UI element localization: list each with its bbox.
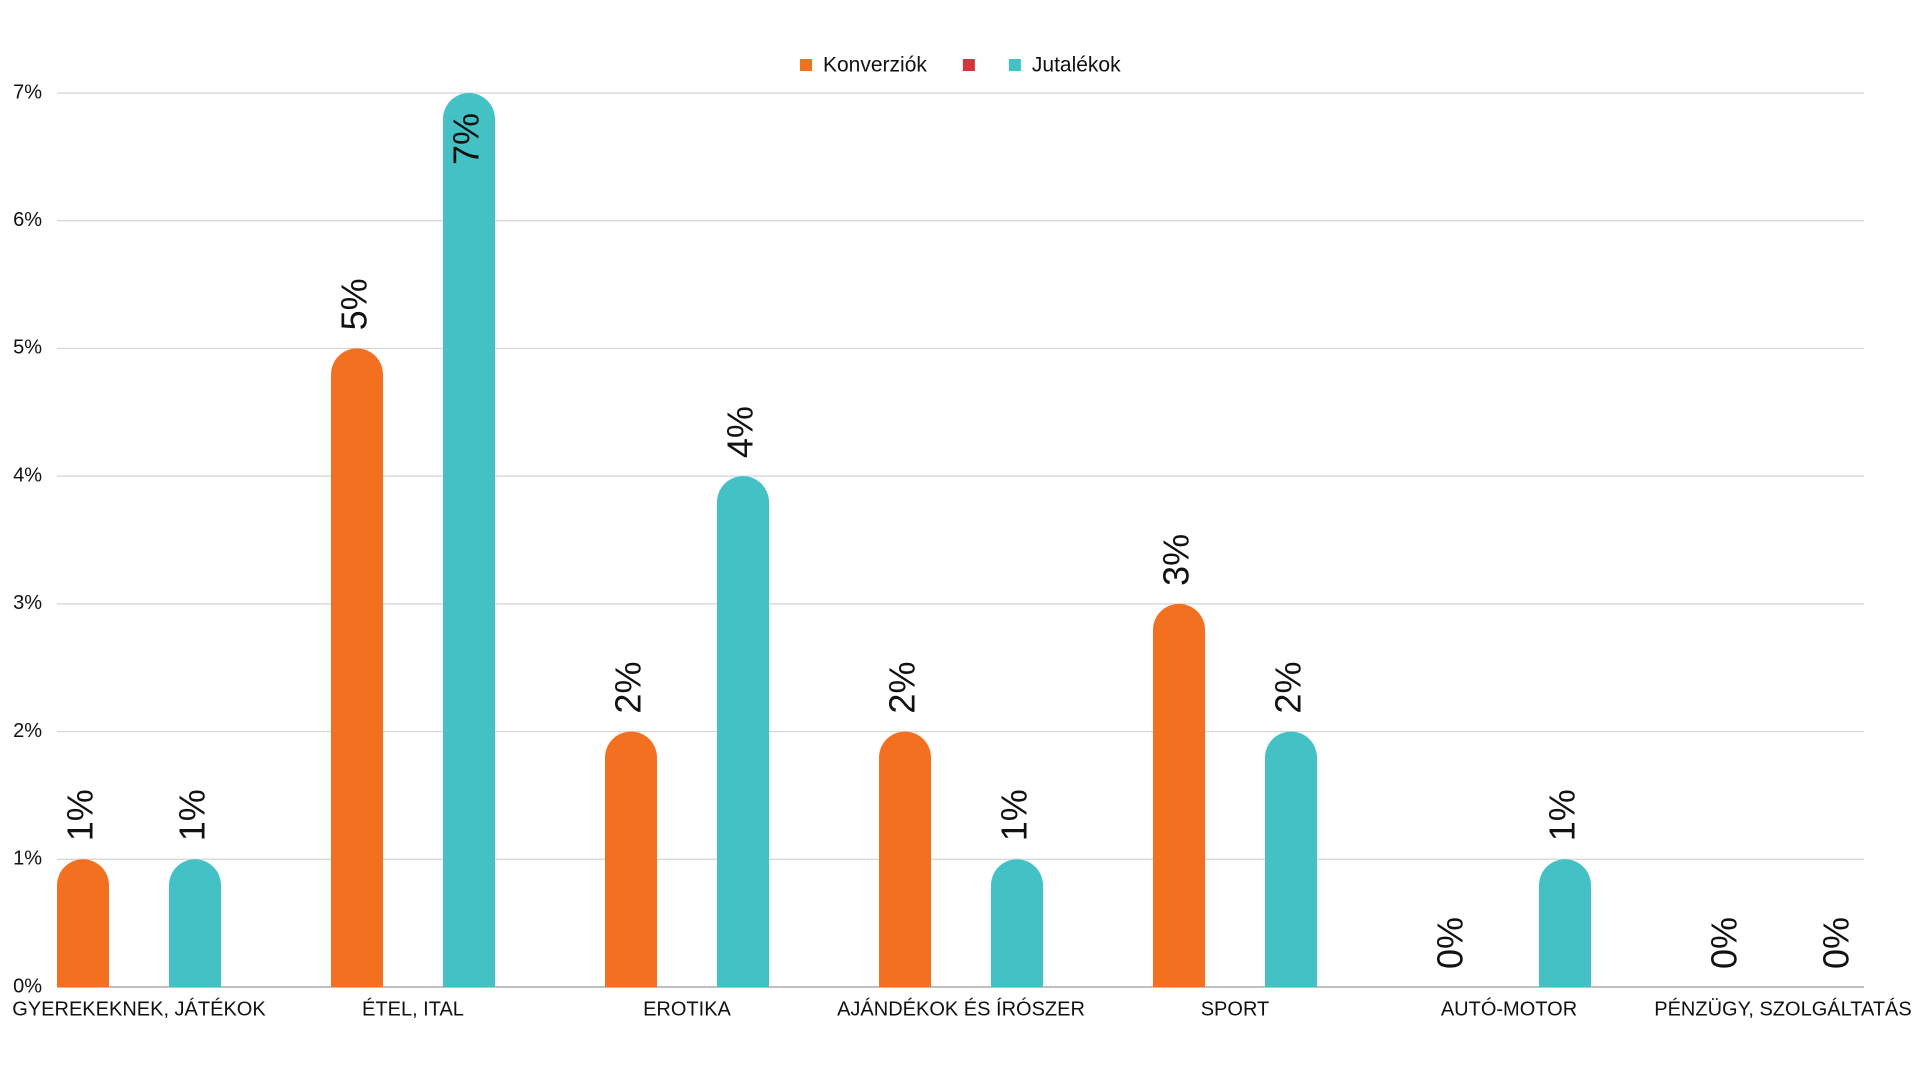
legend-swatch: [962, 59, 975, 71]
value-label: 1%: [60, 789, 101, 841]
y-tick-label: 3%: [13, 592, 42, 614]
legend-swatch: [800, 59, 812, 71]
x-tick-label: GYEREKEKNEK, JÁTÉKOK: [12, 997, 266, 1020]
value-label: 0%: [1430, 917, 1471, 969]
value-label: 0%: [1704, 917, 1745, 969]
x-tick-label: ÉTEL, ITAL: [362, 997, 464, 1020]
y-tick-label: 4%: [13, 464, 42, 486]
bar: [57, 859, 109, 987]
value-label: 1%: [994, 789, 1035, 841]
bar: [1539, 859, 1591, 987]
x-tick-label: AJÁNDÉKOK ÉS ÍRÓSZER: [837, 997, 1085, 1020]
value-label: 5%: [334, 278, 375, 330]
bar: [605, 731, 657, 987]
value-label: 7%: [446, 113, 487, 165]
y-tick-label: 1%: [13, 848, 42, 870]
value-label: 2%: [608, 662, 649, 714]
bar: [1153, 603, 1205, 987]
value-label: 0%: [1816, 917, 1857, 969]
value-label: 1%: [172, 789, 213, 841]
legend-label: Jutalékok: [1032, 54, 1121, 77]
bar: [331, 348, 383, 987]
value-label: 1%: [1542, 789, 1583, 841]
x-tick-label: SPORT: [1201, 998, 1270, 1020]
value-label: 2%: [1268, 662, 1309, 714]
bar: [717, 476, 769, 987]
x-tick-label: EROTIKA: [643, 998, 731, 1020]
bar: [879, 731, 931, 987]
bar: [443, 93, 495, 987]
legend-label: Konverziók: [823, 54, 927, 77]
x-tick-label: PÉNZÜGY, SZOLGÁLTATÁS: [1654, 997, 1911, 1020]
y-tick-label: 7%: [13, 81, 42, 103]
value-label: 3%: [1156, 534, 1197, 586]
value-label: 4%: [720, 406, 761, 458]
bar: [169, 859, 221, 987]
y-tick-label: 6%: [13, 209, 42, 231]
bar: [1265, 731, 1317, 987]
x-tick-label: AUTÓ-MOTOR: [1441, 997, 1577, 1020]
legend-swatch: [1008, 59, 1021, 71]
y-tick-label: 2%: [13, 720, 42, 742]
value-label: 2%: [882, 662, 923, 714]
bar: [991, 859, 1043, 987]
y-tick-label: 5%: [13, 337, 42, 359]
y-tick-label: 0%: [13, 975, 42, 997]
